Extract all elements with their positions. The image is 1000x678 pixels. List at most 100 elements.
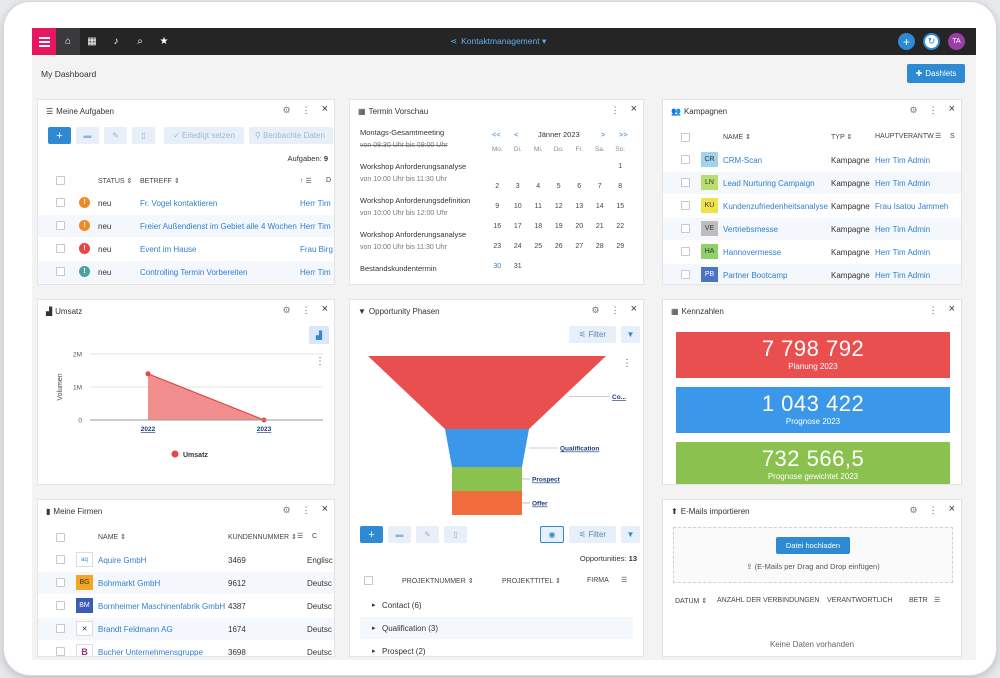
col-haupt[interactable]: HAUPTVERANTW <box>875 133 934 140</box>
row-checkbox[interactable] <box>681 201 690 210</box>
table-row[interactable]: BG Bohrmarkt GmbH 9612 Deutsc <box>38 572 334 594</box>
row-checkbox[interactable] <box>56 601 65 610</box>
funnel-segment[interactable] <box>452 467 522 491</box>
row-checkbox[interactable] <box>56 244 65 253</box>
owner-link[interactable]: Herr Tim Admin <box>875 248 931 257</box>
betreff-link[interactable]: Event im Hause <box>140 245 197 254</box>
owner-link[interactable]: Frau Isatou Jammeh <box>875 202 949 211</box>
calendar-day[interactable]: 5 <box>556 182 561 190</box>
gear-icon[interactable]: ⚙ <box>909 505 918 515</box>
campaign-link[interactable]: Partner Bootcamp <box>723 271 788 280</box>
col-status[interactable]: STATUS ⇕ <box>98 178 133 185</box>
calendar-day[interactable]: 19 <box>554 222 563 230</box>
event-title[interactable]: Workshop Anforderungsdefinition <box>360 196 471 205</box>
row-checkbox[interactable] <box>56 555 65 564</box>
row-checkbox[interactable] <box>56 624 65 633</box>
erledigt-button[interactable]: ✓ Erledigt setzen <box>164 127 244 144</box>
folder-icon[interactable]: ▬ <box>76 127 99 144</box>
company-link[interactable]: Bucher Unternehmensgruppe <box>98 648 203 657</box>
legend-label[interactable]: Umsatz <box>183 452 208 459</box>
close-icon[interactable]: × <box>948 503 955 515</box>
calendar-day[interactable]: 20 <box>575 222 584 230</box>
row-checkbox[interactable] <box>56 267 65 276</box>
company-link[interactable]: Bornheimer Maschinenfabrik GmbH <box>98 602 226 611</box>
table-row[interactable]: aq Aquire GmbH 3469 Englisc <box>38 549 334 571</box>
calendar-day[interactable]: 10 <box>513 202 522 210</box>
gear-icon[interactable]: ⚙ <box>282 105 291 115</box>
assignee-link[interactable]: Herr Tim <box>300 268 331 277</box>
table-row[interactable]: ! neu Controlling Termin Vorbereiten Herr T… <box>38 261 334 283</box>
calendar-day[interactable]: 16 <box>493 222 502 230</box>
row-checkbox[interactable] <box>56 198 65 207</box>
calendar-day[interactable]: 2 <box>495 182 500 190</box>
history-icon[interactable]: ↻ <box>923 33 940 50</box>
more-icon[interactable]: ⋮ <box>610 305 620 315</box>
calendar-day[interactable]: 17 <box>513 222 522 230</box>
owner-link[interactable]: Herr Tim Admin <box>875 179 931 188</box>
event-title[interactable]: Montags-Gesamtmeeting <box>360 128 445 137</box>
calendar-day[interactable]: 12 <box>554 202 563 210</box>
table-row[interactable]: VE Vertriebsmesse Kampagne Herr Tim Admin <box>663 218 961 240</box>
close-icon[interactable]: × <box>948 303 955 315</box>
close-icon[interactable]: × <box>321 103 328 115</box>
row-checkbox[interactable] <box>681 270 690 279</box>
close-icon[interactable]: × <box>321 503 328 515</box>
trash-icon[interactable]: ▯ <box>132 127 155 144</box>
assignee-link[interactable]: Frau Birg <box>300 245 333 254</box>
col-d[interactable]: D <box>326 177 332 184</box>
more-icon[interactable]: ⋮ <box>928 505 938 515</box>
gear-icon[interactable]: ⚙ <box>909 105 918 115</box>
campaign-link[interactable]: Hannovermesse <box>723 248 782 257</box>
gear-icon[interactable]: ⚙ <box>591 305 600 315</box>
col-c[interactable]: C <box>312 533 318 540</box>
app-switcher[interactable]: ⋖ Kontaktmanagement ▾ <box>450 36 547 46</box>
close-icon[interactable]: × <box>630 103 637 115</box>
funnel-label[interactable]: Offer <box>532 501 548 508</box>
col-menu-icon[interactable]: ☰ <box>935 133 942 140</box>
calendar-day[interactable]: 13 <box>575 202 584 210</box>
calendar-day[interactable]: 25 <box>534 242 543 250</box>
expand-icon[interactable]: ▸ <box>372 625 376 632</box>
table-row[interactable]: ! neu Fr. Vogel kontaktieren Herr Tim <box>38 192 334 214</box>
col-menu-icon[interactable]: ☰ <box>297 533 304 540</box>
col-kundennummer[interactable]: KUNDENNUMMER ⇕ <box>228 534 297 541</box>
funnel-segment[interactable] <box>445 429 529 467</box>
company-link[interactable]: Bohrmarkt GmbH <box>98 579 161 588</box>
col-name[interactable]: NAME ⇕ <box>723 134 752 141</box>
avatar[interactable]: TA <box>948 33 965 50</box>
group-row[interactable]: ▸ Contact (6) <box>360 594 633 616</box>
campaign-link[interactable]: Lead Nurturing Campaign <box>723 179 815 188</box>
edit-icon[interactable]: ✎ <box>104 127 127 144</box>
col-typ[interactable]: TYP ⇕ <box>831 134 853 141</box>
col-projektnummer[interactable]: PROJEKTNUMMER ⇕ <box>402 578 474 585</box>
calendar-day[interactable]: 6 <box>577 182 582 190</box>
prev-year-button[interactable]: << <box>492 130 501 139</box>
chart-menu-icon[interactable]: ⋮ <box>315 356 325 367</box>
owner-link[interactable]: Herr Tim Admin <box>875 225 931 234</box>
calendar-day[interactable]: 1 <box>618 162 623 170</box>
calendar-day[interactable]: 31 <box>513 262 522 270</box>
drop-zone[interactable]: Datei hochladen ⇪ (E-Mails per Drag and … <box>673 527 953 583</box>
campaign-link[interactable]: Kundenzufriedenheitsanalyse <box>723 202 828 211</box>
trash-icon[interactable]: ▯ <box>444 526 467 543</box>
funnel-label[interactable]: Co... <box>612 394 626 401</box>
calendar-day[interactable]: 23 <box>493 242 502 250</box>
dashlets-button[interactable]: ✚ Dashlets <box>907 64 965 83</box>
owner-link[interactable]: Herr Tim Admin <box>875 271 931 280</box>
table-row[interactable]: KU Kundenzufriedenheitsanalyse Kampagne Fra… <box>663 195 961 217</box>
company-link[interactable]: Aquire GmbH <box>98 556 147 565</box>
col-menu-icon[interactable]: ↑ ☰ <box>300 178 312 185</box>
more-icon[interactable]: ⋮ <box>928 305 938 315</box>
folder-icon[interactable]: ▬ <box>388 526 411 543</box>
assignee-link[interactable]: Herr Tim <box>300 199 331 208</box>
more-icon[interactable]: ⋮ <box>928 105 938 115</box>
funnel-segment[interactable] <box>368 356 606 429</box>
row-checkbox[interactable] <box>56 647 65 656</box>
more-icon[interactable]: ⋮ <box>610 105 620 115</box>
x-tick-label[interactable]: 2023 <box>257 426 272 433</box>
row-checkbox[interactable] <box>56 578 65 587</box>
calendar-day[interactable]: 28 <box>595 242 604 250</box>
expand-icon[interactable]: ▸ <box>372 648 376 655</box>
calendar-day[interactable]: 3 <box>515 182 520 190</box>
upload-button[interactable]: Datei hochladen <box>776 537 850 554</box>
